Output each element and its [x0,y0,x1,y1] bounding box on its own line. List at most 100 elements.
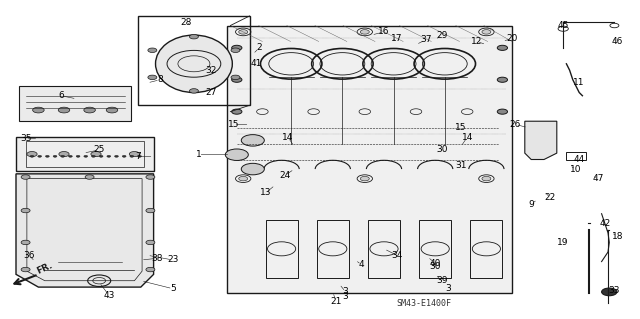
Circle shape [107,155,111,157]
Text: 14: 14 [282,133,294,142]
Circle shape [91,152,101,157]
Text: 21: 21 [330,297,342,306]
Circle shape [241,163,264,175]
Ellipse shape [156,35,232,93]
Text: 44: 44 [573,155,585,164]
Text: 26: 26 [509,120,521,129]
Text: 23: 23 [167,256,179,264]
Circle shape [138,155,141,157]
Text: 32: 32 [205,66,217,75]
Text: 15: 15 [228,120,239,129]
Circle shape [33,107,44,113]
Circle shape [58,107,70,113]
Bar [566,152,586,160]
Text: 14: 14 [461,133,473,142]
Circle shape [232,77,242,82]
Text: 22: 22 [545,193,556,202]
Bar [19,86,131,121]
Circle shape [231,75,240,80]
Circle shape [76,155,80,157]
Text: 20: 20 [506,34,518,43]
Circle shape [129,152,140,157]
Text: 5: 5 [170,284,175,293]
Text: 30: 30 [429,262,441,271]
Text: 12: 12 [471,37,483,46]
Text: 24: 24 [279,171,291,180]
Circle shape [21,175,30,179]
Text: 47: 47 [593,174,604,183]
Polygon shape [525,121,557,160]
Text: 3: 3 [343,292,348,301]
Circle shape [148,48,157,53]
Circle shape [189,34,198,39]
Circle shape [232,45,242,50]
Circle shape [482,30,491,34]
Circle shape [146,175,155,179]
Circle shape [232,109,242,114]
Circle shape [92,155,95,157]
Circle shape [21,240,30,245]
Bar [16,137,154,171]
Circle shape [360,176,369,181]
Text: 29: 29 [436,31,447,40]
Text: 4: 4 [359,260,364,269]
Text: 11: 11 [573,78,585,87]
Circle shape [68,155,72,157]
Polygon shape [16,174,154,287]
Text: 36: 36 [23,251,35,260]
Text: SM43-E1400F: SM43-E1400F [397,299,452,308]
Text: 30: 30 [436,145,447,154]
Text: 41: 41 [250,59,262,68]
Bar [368,220,400,278]
Circle shape [239,176,248,181]
Circle shape [360,30,369,34]
Bar [317,220,349,278]
Text: 3: 3 [445,284,451,293]
Circle shape [122,155,126,157]
Text: 3: 3 [343,287,348,296]
Bar [266,220,298,278]
Text: 16: 16 [378,27,390,36]
Circle shape [21,208,30,213]
Text: 35: 35 [20,134,31,143]
Circle shape [146,267,155,272]
Text: 17: 17 [391,34,403,43]
Text: FR.: FR. [35,261,54,276]
Text: 45: 45 [557,21,569,30]
Circle shape [602,288,617,296]
Circle shape [241,135,264,146]
Circle shape [497,109,508,114]
Circle shape [59,152,69,157]
Circle shape [148,75,157,80]
Circle shape [115,155,118,157]
Circle shape [99,155,103,157]
Circle shape [239,30,248,34]
Text: 9: 9 [529,200,534,209]
Circle shape [130,155,134,157]
Circle shape [53,155,57,157]
Text: 27: 27 [205,88,217,97]
Circle shape [30,155,34,157]
Text: 39: 39 [436,276,447,285]
Circle shape [61,155,65,157]
Text: 2: 2 [257,43,262,52]
Circle shape [146,240,155,245]
Text: 7: 7 [135,152,140,161]
Circle shape [84,155,88,157]
Circle shape [84,107,95,113]
Circle shape [38,155,42,157]
Text: 18: 18 [612,232,623,241]
Text: 28: 28 [180,18,191,27]
Text: 46: 46 [612,37,623,46]
Circle shape [497,45,508,50]
Text: 8: 8 [157,75,163,84]
Bar [470,220,502,278]
Text: 1: 1 [196,150,201,159]
Text: 38: 38 [151,254,163,263]
Circle shape [106,107,118,113]
Circle shape [146,208,155,213]
Circle shape [45,155,49,157]
Text: 40: 40 [429,259,441,268]
Text: 33: 33 [609,286,620,295]
Circle shape [85,175,94,179]
